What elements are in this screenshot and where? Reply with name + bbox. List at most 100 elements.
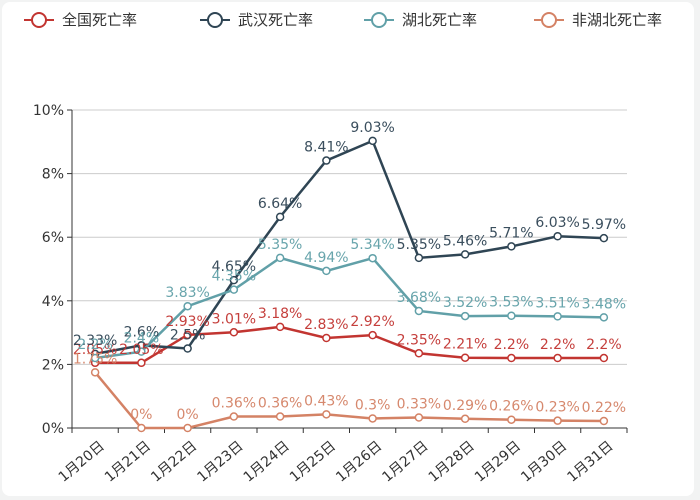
data-point bbox=[599, 416, 609, 426]
data-label: 5.46% bbox=[443, 233, 487, 249]
series-line bbox=[95, 325, 604, 365]
series-lines bbox=[90, 136, 609, 433]
series-line bbox=[94, 371, 604, 430]
data-label: 3.83% bbox=[165, 285, 209, 301]
data-point bbox=[275, 322, 285, 332]
data-point bbox=[183, 344, 192, 353]
legend-marker bbox=[371, 12, 387, 28]
data-label: 0.23% bbox=[535, 400, 579, 416]
data-point bbox=[183, 423, 192, 433]
legend-label: 全国死亡率 bbox=[62, 11, 137, 29]
legend-marker bbox=[541, 12, 557, 28]
data-label: 0.22% bbox=[582, 400, 626, 416]
data-label: 9.03% bbox=[350, 120, 394, 136]
data-point bbox=[183, 301, 192, 311]
data-label: 2.05% bbox=[73, 342, 117, 358]
data-point bbox=[507, 311, 516, 320]
data-label: 2.4% bbox=[124, 331, 160, 347]
data-point bbox=[368, 330, 377, 340]
legend-marker bbox=[31, 12, 47, 28]
data-label: 0% bbox=[130, 407, 152, 423]
data-point bbox=[275, 412, 285, 421]
data-label: 2.21% bbox=[443, 337, 487, 353]
data-label: 2.05% bbox=[119, 342, 163, 358]
y-tick-label: 8% bbox=[42, 167, 64, 183]
data-point bbox=[553, 231, 562, 241]
data-point bbox=[322, 333, 331, 343]
data-point bbox=[553, 312, 562, 321]
data-point bbox=[229, 328, 239, 337]
series-line bbox=[94, 256, 604, 360]
data-label: 5.35% bbox=[397, 237, 441, 253]
legend-label: 非湖北死亡率 bbox=[572, 11, 662, 29]
data-label: 2.93% bbox=[165, 314, 209, 330]
y-tick-label: 0% bbox=[42, 421, 64, 437]
data-point bbox=[275, 212, 285, 222]
y-tick-label: 10% bbox=[33, 103, 64, 119]
data-point bbox=[229, 412, 239, 421]
data-label: 0.33% bbox=[397, 397, 441, 413]
data-label: 5.35% bbox=[258, 237, 302, 253]
data-label: 6.64% bbox=[258, 196, 302, 212]
x-tick-label: 1月24日 bbox=[241, 438, 293, 485]
y-tick-label: 2% bbox=[42, 357, 64, 373]
data-point bbox=[322, 266, 331, 276]
data-label: 2.35% bbox=[397, 332, 441, 348]
data-label: 3.53% bbox=[489, 295, 533, 311]
data-label: 2.83% bbox=[304, 317, 348, 333]
data-label: 4.35% bbox=[212, 269, 256, 285]
data-point bbox=[460, 353, 470, 362]
data-label: 3.18% bbox=[258, 306, 302, 322]
legend-item: 湖北死亡率 bbox=[364, 11, 477, 29]
data-label: 6.03% bbox=[535, 215, 579, 231]
x-tick-label: 1月23日 bbox=[194, 438, 246, 485]
data-point bbox=[507, 242, 516, 251]
data-label: 2.2% bbox=[494, 337, 530, 353]
legend-marker bbox=[207, 12, 223, 28]
data-labels: 2.05% 2.05%2.93% 3.01% 3.18%2.83% 2.92%2.35%… bbox=[73, 120, 626, 423]
data-point bbox=[137, 347, 146, 356]
data-label: 2.5% bbox=[170, 328, 206, 344]
data-label: 2.2% bbox=[77, 337, 113, 353]
x-tick-label: 1月22日 bbox=[148, 438, 200, 485]
data-label: 5.97% bbox=[582, 217, 626, 233]
data-label: 2.33% bbox=[73, 333, 117, 349]
data-point bbox=[460, 414, 470, 424]
data-point bbox=[229, 285, 239, 294]
data-label: 3.52% bbox=[443, 295, 487, 311]
mortality-line-chart: 全国死亡率 武汉死亡率 湖北死亡率 非湖北死亡率 0% 2% 4% 6% 8% 10% 1月20日… bbox=[24, 11, 662, 486]
data-point bbox=[183, 330, 192, 340]
data-label: 0.43% bbox=[304, 393, 348, 409]
data-point bbox=[460, 250, 470, 259]
data-label: 2.6% bbox=[124, 324, 160, 340]
y-tick-label: 6% bbox=[42, 230, 64, 246]
data-label: 0% bbox=[177, 407, 199, 423]
data-point bbox=[599, 233, 609, 243]
data-point bbox=[229, 275, 239, 285]
data-point bbox=[414, 413, 424, 422]
data-point bbox=[553, 353, 562, 363]
data-label: 3.01% bbox=[212, 311, 256, 327]
data-label: 3.68% bbox=[397, 290, 441, 306]
data-point bbox=[553, 416, 562, 425]
data-point bbox=[368, 253, 377, 263]
data-point bbox=[137, 358, 146, 368]
data-point bbox=[137, 423, 146, 433]
grid-lines bbox=[72, 109, 627, 365]
x-tick-label: 1月25日 bbox=[287, 438, 339, 485]
legend-item: 武汉死亡率 bbox=[200, 11, 313, 29]
data-point bbox=[414, 306, 424, 316]
data-point bbox=[414, 253, 424, 263]
data-point bbox=[507, 415, 516, 424]
data-point bbox=[507, 353, 516, 363]
legend: 全国死亡率 武汉死亡率 湖北死亡率 非湖北死亡率 bbox=[24, 11, 662, 29]
data-label: 0.36% bbox=[258, 396, 302, 412]
data-point bbox=[90, 368, 100, 377]
data-label: 2.92% bbox=[350, 314, 394, 330]
data-point bbox=[368, 414, 377, 423]
chart-card: 全国死亡率 武汉死亡率 湖北死亡率 非湖北死亡率 0% 2% 4% 6% 8% 10% 1月20日… bbox=[2, 2, 694, 496]
data-point bbox=[90, 353, 100, 363]
x-tick-label: 1月20日 bbox=[56, 438, 108, 485]
x-tick-label: 1月29日 bbox=[472, 438, 524, 485]
legend-label: 湖北死亡率 bbox=[402, 11, 477, 29]
